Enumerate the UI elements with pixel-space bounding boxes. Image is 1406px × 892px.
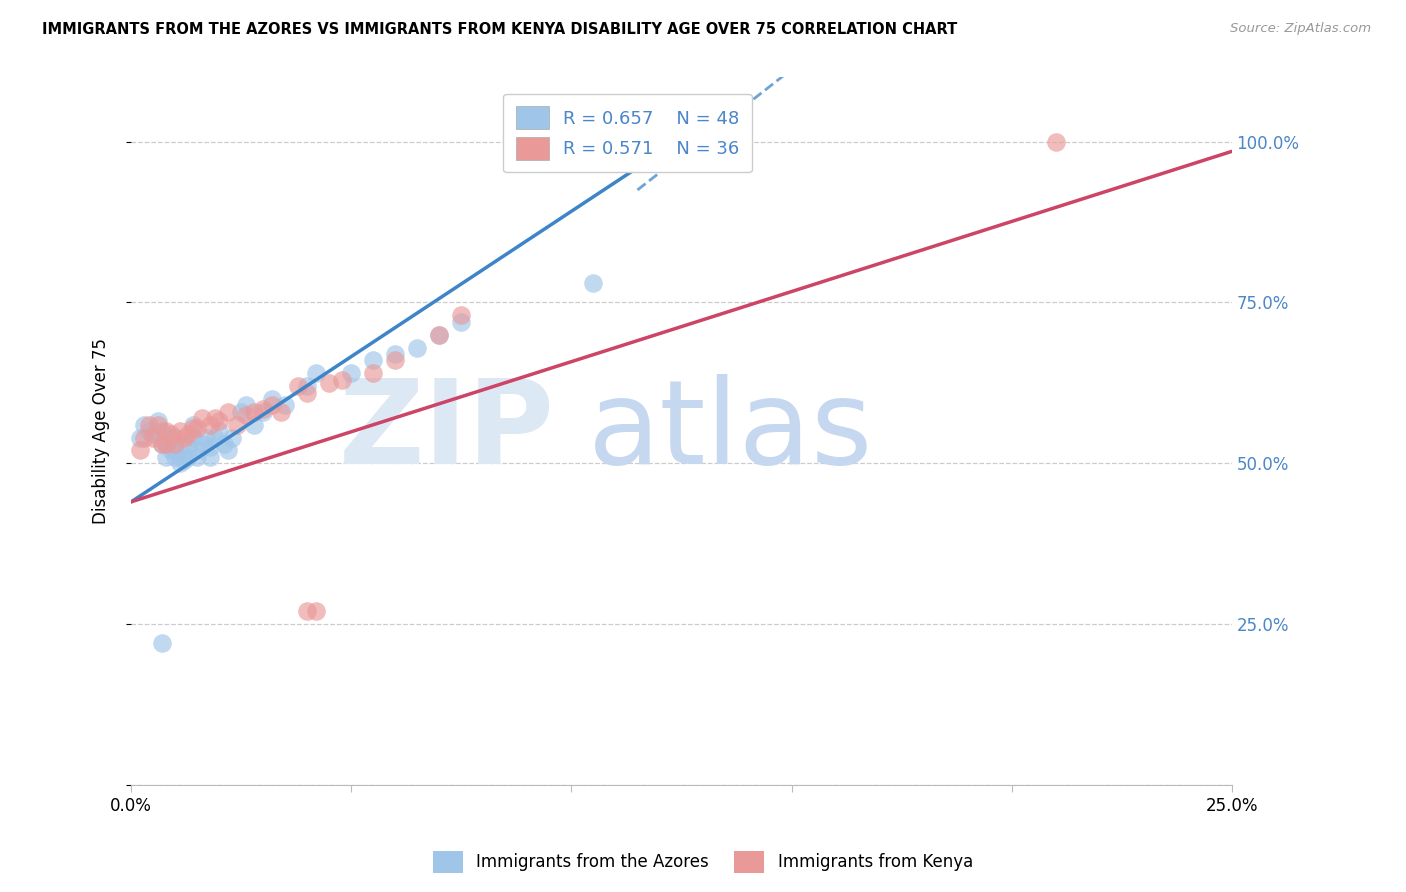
Point: [252, 405, 274, 419]
Point: [129, 431, 152, 445]
Point: [225, 417, 247, 432]
Point: [165, 431, 187, 445]
Point: [150, 437, 173, 451]
Text: Source: ZipAtlas.com: Source: ZipAtlas.com: [1230, 22, 1371, 36]
Point: [173, 431, 195, 445]
Point: [181, 417, 204, 432]
Point: [231, 405, 253, 419]
Point: [297, 604, 319, 618]
Point: [150, 437, 173, 451]
Point: [361, 366, 384, 380]
Point: [243, 405, 266, 419]
Point: [177, 450, 200, 464]
Point: [190, 411, 212, 425]
Point: [134, 431, 156, 445]
Point: [406, 341, 429, 355]
Point: [1045, 135, 1067, 149]
Point: [155, 437, 177, 451]
Point: [129, 443, 152, 458]
Point: [208, 414, 231, 428]
Point: [165, 443, 187, 458]
Text: IMMIGRANTS FROM THE AZORES VS IMMIGRANTS FROM KENYA DISABILITY AGE OVER 75 CORRE: IMMIGRANTS FROM THE AZORES VS IMMIGRANTS…: [42, 22, 957, 37]
Point: [142, 431, 165, 445]
Y-axis label: Disability Age Over 75: Disability Age Over 75: [93, 338, 110, 524]
Point: [181, 421, 204, 435]
Text: atlas: atlas: [588, 374, 873, 489]
Point: [186, 421, 208, 435]
Point: [217, 405, 239, 419]
Point: [138, 424, 160, 438]
Point: [340, 366, 363, 380]
Point: [450, 309, 472, 323]
Point: [138, 417, 160, 432]
Point: [159, 443, 181, 458]
Point: [221, 431, 243, 445]
Point: [186, 443, 208, 458]
Point: [177, 437, 200, 451]
Point: [235, 408, 257, 422]
Point: [146, 414, 169, 428]
Point: [287, 379, 309, 393]
Point: [260, 398, 283, 412]
Point: [155, 424, 177, 438]
Point: [190, 437, 212, 451]
Point: [427, 327, 450, 342]
Point: [200, 417, 222, 432]
Point: [297, 379, 319, 393]
Point: [155, 450, 177, 464]
Point: [297, 385, 319, 400]
Point: [332, 373, 354, 387]
Point: [450, 315, 472, 329]
Point: [274, 398, 297, 412]
Point: [305, 604, 328, 618]
Point: [235, 398, 257, 412]
Point: [134, 417, 156, 432]
Point: [195, 431, 218, 445]
Point: [159, 431, 181, 445]
Point: [173, 453, 195, 467]
Point: [169, 424, 191, 438]
Point: [142, 427, 165, 442]
Point: [270, 405, 292, 419]
Point: [427, 327, 450, 342]
Point: [165, 450, 187, 464]
Point: [318, 376, 340, 390]
Legend: Immigrants from the Azores, Immigrants from Kenya: Immigrants from the Azores, Immigrants f…: [426, 845, 980, 880]
Point: [260, 392, 283, 406]
Point: [204, 411, 226, 425]
Point: [181, 431, 204, 445]
Point: [159, 427, 181, 442]
Point: [169, 443, 191, 458]
Point: [212, 437, 235, 451]
Point: [305, 366, 328, 380]
Point: [177, 427, 200, 442]
Point: [165, 437, 187, 451]
Point: [150, 636, 173, 650]
Point: [243, 417, 266, 432]
Point: [361, 353, 384, 368]
Point: [169, 456, 191, 470]
Point: [150, 424, 173, 438]
Legend: R = 0.657    N = 48, R = 0.571    N = 36: R = 0.657 N = 48, R = 0.571 N = 36: [503, 94, 752, 172]
Point: [384, 353, 406, 368]
Point: [217, 443, 239, 458]
Point: [200, 440, 222, 454]
Point: [208, 424, 231, 438]
Point: [252, 401, 274, 416]
Point: [146, 417, 169, 432]
Point: [155, 437, 177, 451]
Point: [384, 347, 406, 361]
Point: [204, 431, 226, 445]
Point: [582, 276, 605, 290]
Point: [186, 450, 208, 464]
Text: ZIP: ZIP: [339, 374, 555, 489]
Point: [200, 450, 222, 464]
